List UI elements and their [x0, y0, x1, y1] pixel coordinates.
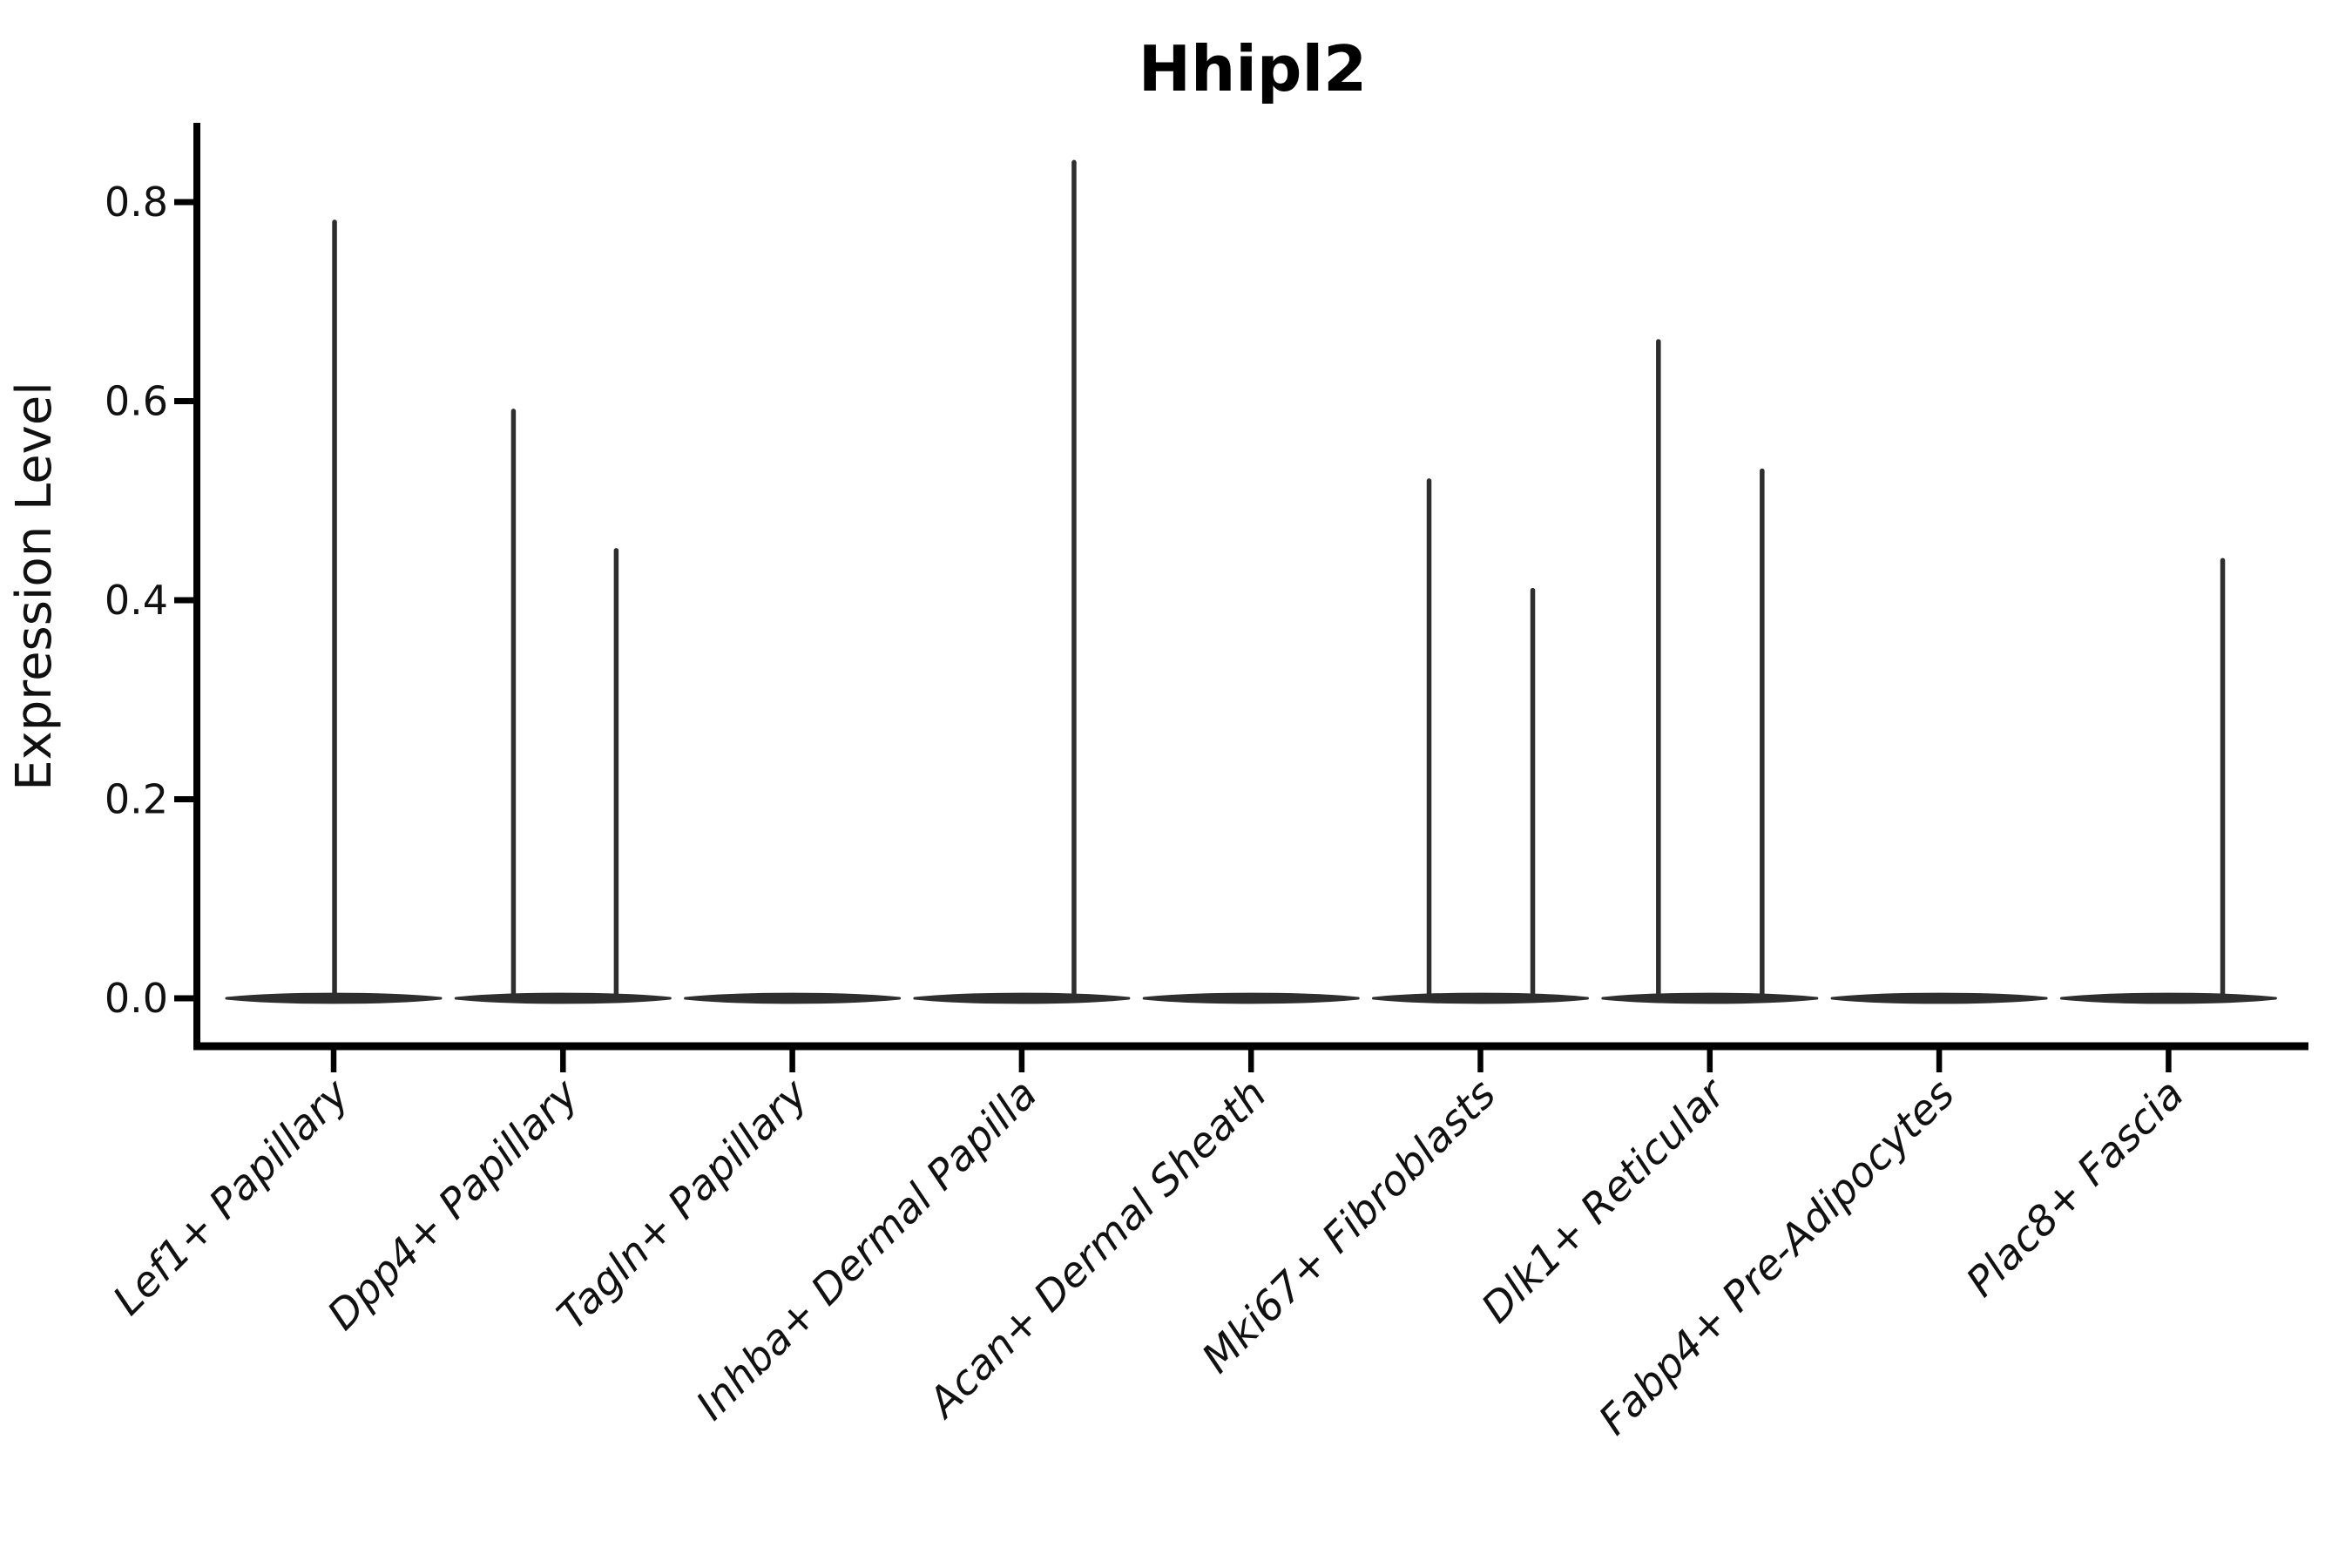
- x-tick-label: Dlk1+ Reticular: [1472, 1069, 1736, 1333]
- violin-body: [1372, 992, 1589, 1004]
- y-tick-label: 0.2: [105, 776, 168, 823]
- violin-body: [2059, 992, 2277, 1004]
- x-tick-label: Lef1+ Papillary: [104, 1070, 359, 1325]
- violin-body: [1601, 992, 1819, 1004]
- y-tick-label: 0.4: [105, 577, 168, 624]
- y-tick-label: 0.6: [105, 378, 168, 425]
- x-tick-label: Plac8+ Fascia: [1957, 1071, 2193, 1307]
- violin-body: [1830, 992, 2048, 1004]
- x-tick-label: Dpp4+ Papillary: [319, 1070, 589, 1340]
- y-tick-label: 0.0: [105, 975, 168, 1022]
- violin-body: [913, 992, 1131, 1004]
- violin-body: [684, 992, 902, 1004]
- x-tick-label: Tagln+ Papillary: [548, 1070, 818, 1340]
- y-axis-label: Expression Level: [6, 382, 63, 791]
- chart-title: Hhipl2: [1139, 32, 1368, 105]
- y-tick-label: 0.8: [105, 179, 168, 226]
- violin-body: [454, 992, 672, 1004]
- violin-body: [1142, 992, 1360, 1004]
